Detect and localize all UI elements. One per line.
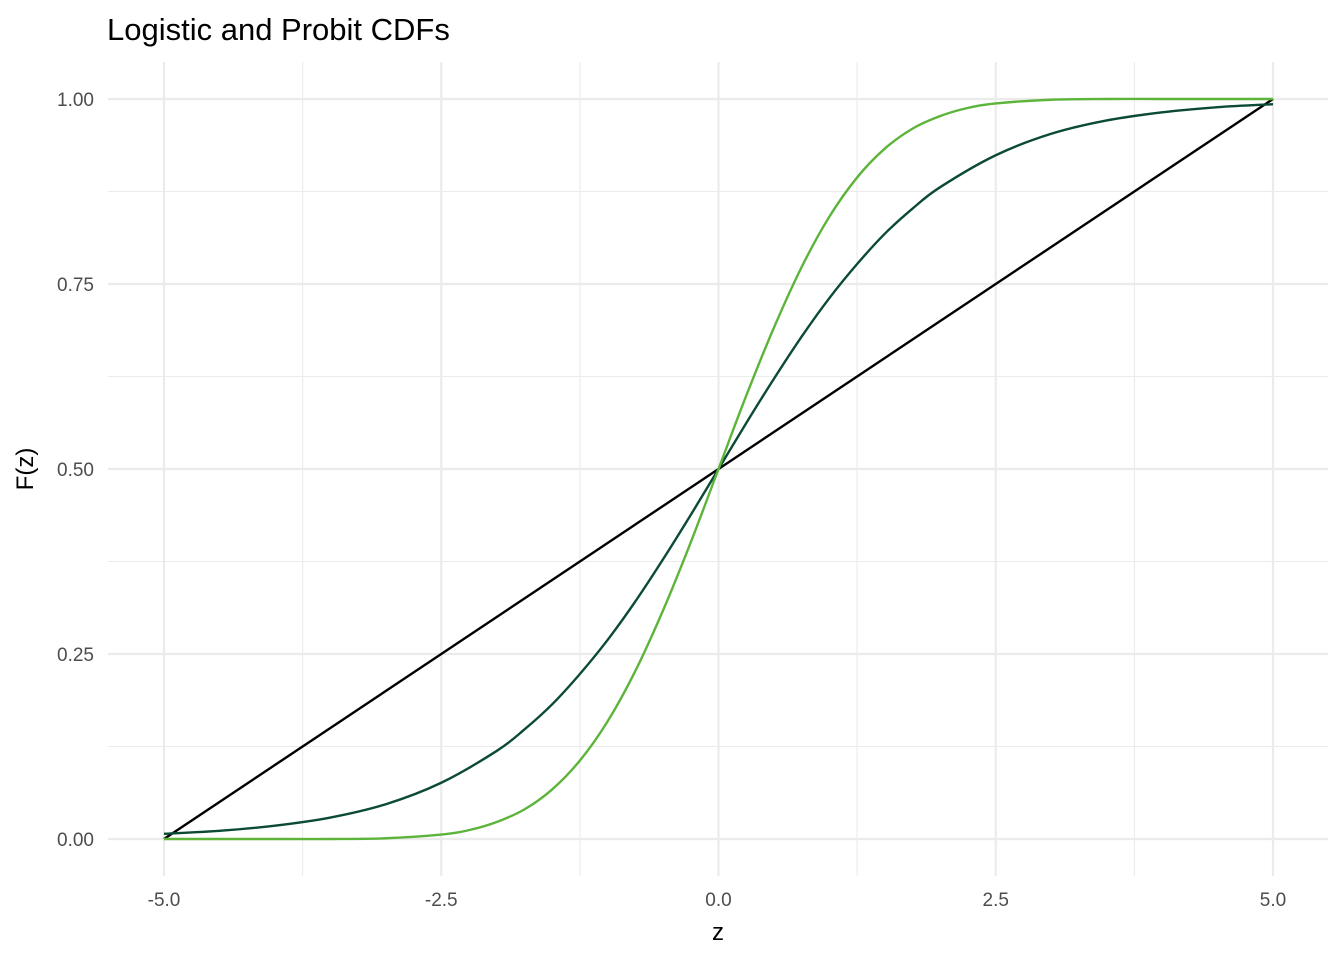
x-tick-label: -5.0 (148, 890, 181, 911)
x-axis-tick-labels: -5.0 -2.5 0.0 2.5 5.0 (148, 890, 1287, 911)
x-axis-title: z (712, 919, 724, 946)
y-axis-tick-labels: 0.00 0.25 0.50 0.75 1.00 (57, 90, 94, 851)
y-tick-label: 0.25 (57, 645, 94, 666)
y-tick-label: 1.00 (57, 90, 94, 111)
chart-title: Logistic and Probit CDFs (107, 12, 450, 47)
y-tick-label: 0.75 (57, 275, 94, 296)
y-tick-label: 0.00 (57, 830, 94, 851)
y-axis-title: F(z) (12, 448, 39, 491)
x-tick-label: -2.5 (425, 890, 458, 911)
x-tick-label: 5.0 (1260, 890, 1286, 911)
y-tick-label: 0.50 (57, 460, 94, 481)
series-lines (163, 97, 1274, 841)
x-tick-label: 0.0 (705, 890, 731, 911)
probit-cdf-line (164, 97, 1273, 841)
x-tick-label: 2.5 (983, 890, 1009, 911)
